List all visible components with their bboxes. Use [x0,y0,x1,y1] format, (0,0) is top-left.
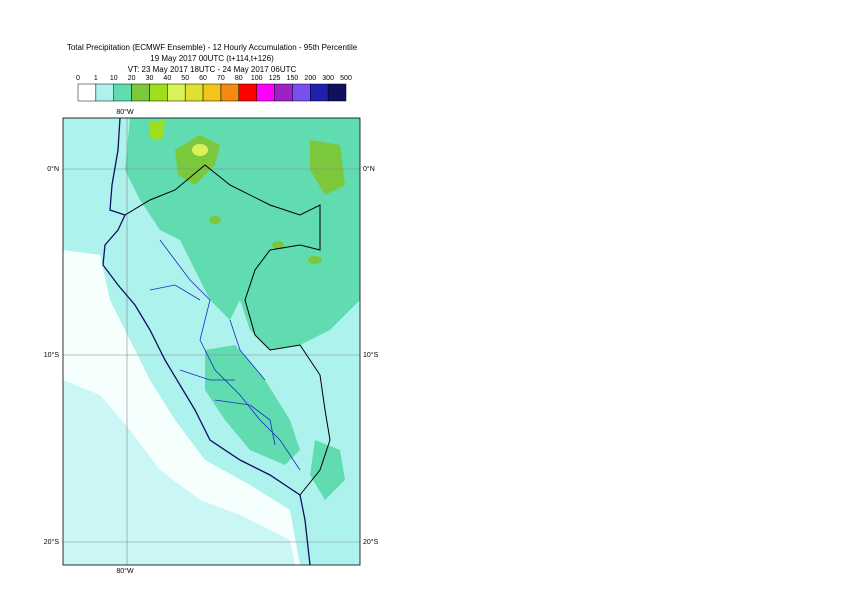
legend-swatch [131,83,150,102]
coastline [102,118,311,565]
precip-heavy [150,120,165,140]
precip-heavy [310,140,345,195]
title: Total Precipitation (ECMWF Ensemble) - 1… [67,43,358,52]
map-frame [62,117,361,566]
precip-heavy [175,135,220,185]
lon-label: 80°W [116,567,134,575]
legend-swatch [238,83,257,102]
legend-swatch [167,83,186,102]
legend-label: 40 [163,75,171,82]
legend-swatch [310,83,329,102]
precip-heavy [209,216,221,224]
lat-label: 20°S [44,538,60,546]
legend-label: 500 [340,75,352,82]
legend-label: 50 [181,75,189,82]
precip-moderate [310,440,345,500]
legend-swatch [95,83,114,102]
legend-swatch [202,83,222,102]
legend-swatch [274,83,293,102]
legend: 0 1 10 20 30 40 50 60 70 80 100 125 150 200 300 500 [76,75,352,102]
lat-label: 10°S [363,351,379,359]
legend-swatch [327,83,347,102]
precip-ocean [63,380,295,565]
legend-label: 100 [251,75,263,82]
lat-label: 10°S [44,351,60,359]
legend-label: 300 [322,75,334,82]
map [63,118,360,565]
legend-swatch [220,83,240,102]
legend-label: 70 [217,75,225,82]
legend-label: 30 [146,75,154,82]
precip-moderate [205,345,300,465]
legend-label: 20 [128,75,136,82]
precip-heavy [272,241,284,249]
legend-label: 60 [199,75,207,82]
legend-swatch [113,83,132,102]
legend-swatch [184,83,204,102]
lat-label: 20°S [363,538,379,546]
legend-label: 80 [235,75,243,82]
precip-heavy [308,256,322,264]
run-time: 19 May 2017 00UTC (t+114,t+126) [150,54,274,63]
legend-swatch [149,83,168,102]
legend-label: 150 [287,75,299,82]
valid-time: VT: 23 May 2017 18UTC - 24 May 2017 06UT… [128,65,297,74]
precip-heavy [192,144,208,156]
legend-swatch [292,83,311,102]
legend-swatch [77,83,97,102]
region-borders [149,239,301,471]
legend-label: 1 [94,75,98,82]
lon-label: 80°W [116,108,134,116]
legend-label: 200 [304,75,316,82]
legend-swatch [256,83,275,102]
legend-label: 10 [110,75,118,82]
border [124,164,331,496]
lat-label: 0°N [363,165,375,173]
legend-label: 125 [269,75,281,82]
lat-label: 0°N [47,165,59,173]
legend-label: 0 [76,75,80,82]
